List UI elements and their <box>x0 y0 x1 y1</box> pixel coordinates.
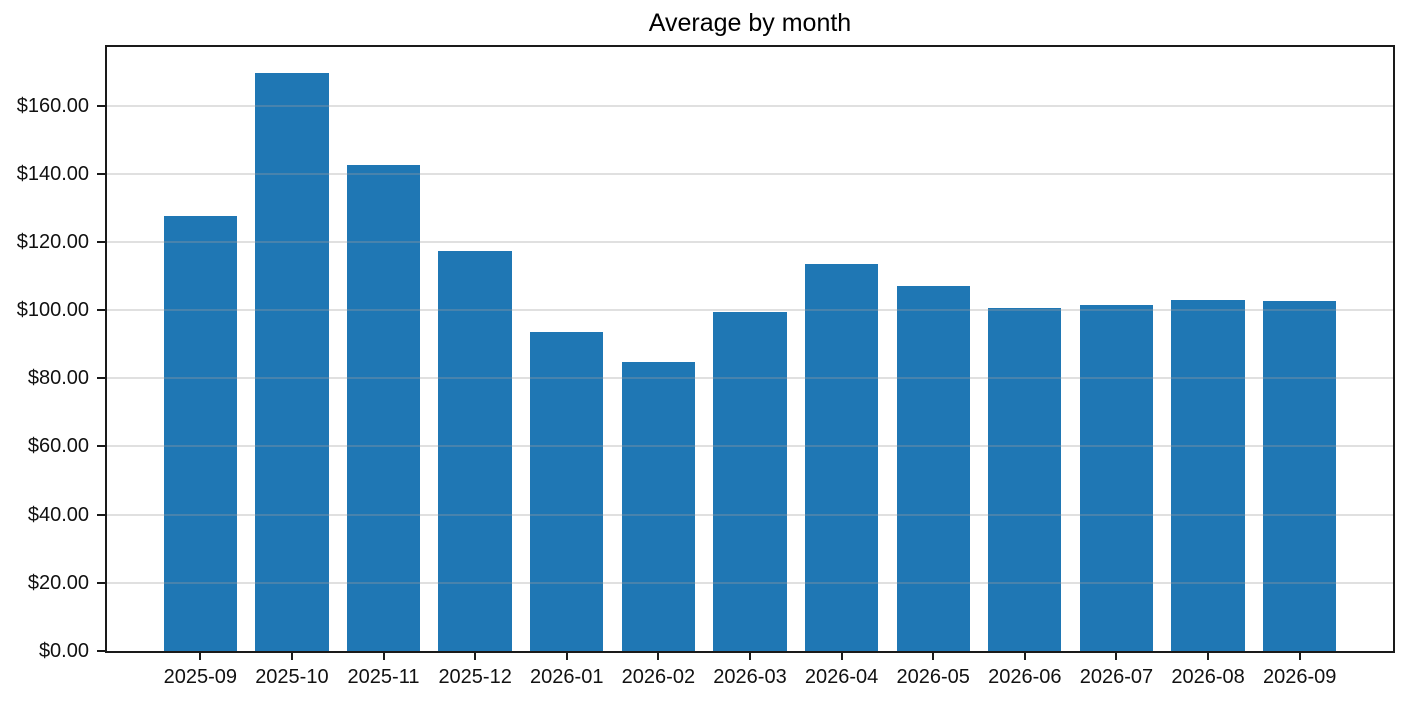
y-tick-label: $140.00 <box>16 162 89 185</box>
x-tick-label: 2026-01 <box>530 666 604 688</box>
bar <box>438 251 512 651</box>
y-tick <box>97 309 105 312</box>
bar <box>1079 305 1154 651</box>
x-tick <box>290 653 293 660</box>
x-tick <box>565 653 568 660</box>
y-tick-label: $60.00 <box>27 435 89 458</box>
x-tick-label: 2026-03 <box>713 666 787 688</box>
plot-area <box>107 47 1393 651</box>
bar <box>530 332 604 651</box>
y-tick <box>97 445 105 448</box>
x-tick <box>474 653 477 660</box>
y-tick-label: $80.00 <box>27 367 89 390</box>
x-tick-label: 2026-06 <box>988 666 1062 688</box>
y-tick <box>97 240 105 243</box>
x-tick <box>199 653 202 660</box>
bar <box>346 164 421 651</box>
y-tick-label: $160.00 <box>16 94 89 117</box>
x-tick <box>382 653 385 660</box>
y-tick-label: $100.00 <box>16 299 89 322</box>
x-tick-label: 2026-05 <box>896 666 970 688</box>
y-tick <box>97 650 105 652</box>
x-tick <box>749 653 751 660</box>
y-tick-label: $0.00 <box>38 640 89 662</box>
y-tick <box>97 172 105 175</box>
x-tick <box>840 653 843 660</box>
bar <box>1263 300 1337 651</box>
y-tick <box>97 104 105 107</box>
bar <box>713 312 787 651</box>
x-tick <box>1023 653 1026 660</box>
bar <box>988 307 1062 651</box>
x-tick-label: 2025-09 <box>163 666 237 688</box>
x-tick <box>657 653 660 660</box>
y-tick <box>97 513 105 516</box>
x-tick-label: 2026-09 <box>1263 666 1337 688</box>
bar <box>255 73 329 651</box>
bar <box>1171 299 1245 651</box>
x-tick <box>1115 653 1118 660</box>
x-tick-label: 2026-04 <box>804 666 879 688</box>
bar <box>163 216 237 651</box>
y-tick-label: $20.00 <box>27 571 89 594</box>
x-tick-label: 2026-02 <box>621 666 696 688</box>
x-tick-label: 2025-10 <box>255 666 329 688</box>
x-tick-label: 2026-07 <box>1079 666 1154 688</box>
bar <box>621 362 695 651</box>
x-tick-label: 2025-11 <box>347 666 420 688</box>
bar <box>804 264 879 651</box>
x-tick <box>932 653 935 660</box>
chart-title: Average by month <box>648 9 852 37</box>
x-tick <box>1207 653 1210 660</box>
y-tick <box>97 581 105 584</box>
y-tick-label: $40.00 <box>27 503 89 526</box>
bar <box>896 286 970 651</box>
x-tick-label: 2025-12 <box>438 666 512 688</box>
x-tick-label: 2026-08 <box>1171 666 1245 688</box>
x-tick <box>1298 653 1301 660</box>
y-tick-label: $120.00 <box>16 230 89 253</box>
y-tick <box>97 377 105 380</box>
